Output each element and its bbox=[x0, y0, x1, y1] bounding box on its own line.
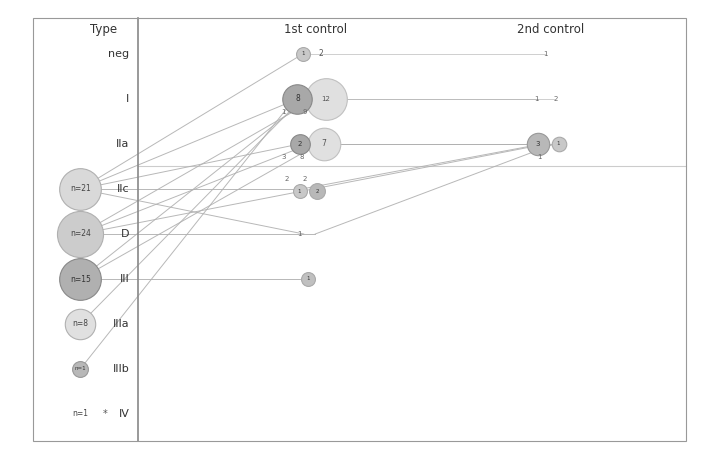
Text: n=1: n=1 bbox=[74, 366, 86, 372]
Text: 2nd control: 2nd control bbox=[517, 23, 584, 36]
Text: n=1: n=1 bbox=[72, 410, 89, 418]
Text: 8: 8 bbox=[295, 94, 300, 104]
Point bbox=[553, 140, 564, 148]
Text: n=15: n=15 bbox=[70, 274, 91, 284]
Text: 8: 8 bbox=[299, 153, 304, 160]
Text: 2: 2 bbox=[297, 141, 302, 147]
Text: 1: 1 bbox=[281, 108, 286, 115]
Text: 1: 1 bbox=[557, 141, 560, 147]
Text: 1: 1 bbox=[298, 189, 301, 194]
Text: neg: neg bbox=[109, 49, 129, 59]
Text: 3: 3 bbox=[536, 141, 540, 147]
Text: 2: 2 bbox=[553, 96, 558, 102]
Text: IIa: IIa bbox=[116, 139, 129, 149]
Text: D: D bbox=[121, 229, 129, 239]
Text: 2: 2 bbox=[303, 176, 307, 182]
Text: Type: Type bbox=[90, 23, 117, 36]
Text: IV: IV bbox=[119, 409, 129, 419]
Text: 3: 3 bbox=[281, 153, 286, 160]
Text: 1: 1 bbox=[543, 51, 547, 57]
Text: IIc: IIc bbox=[116, 184, 129, 194]
Point bbox=[302, 275, 313, 283]
Point bbox=[532, 140, 543, 148]
Text: 1: 1 bbox=[306, 276, 310, 282]
Text: I: I bbox=[126, 94, 129, 104]
Point bbox=[74, 230, 86, 238]
Text: III: III bbox=[119, 274, 129, 284]
Point bbox=[74, 320, 86, 328]
Text: IIIb: IIIb bbox=[113, 364, 129, 374]
Point bbox=[294, 188, 306, 195]
Text: 1: 1 bbox=[538, 153, 542, 160]
Point bbox=[297, 50, 308, 58]
Text: 7: 7 bbox=[321, 140, 326, 148]
Text: 1st control: 1st control bbox=[283, 23, 347, 36]
Text: n=8: n=8 bbox=[72, 320, 89, 328]
Text: 2: 2 bbox=[316, 189, 319, 194]
Text: 2: 2 bbox=[318, 50, 323, 58]
Text: 1: 1 bbox=[301, 51, 304, 57]
Point bbox=[292, 95, 303, 103]
Point bbox=[74, 275, 86, 283]
Point bbox=[74, 185, 86, 193]
Text: n=21: n=21 bbox=[70, 184, 91, 194]
Text: *: * bbox=[104, 409, 108, 419]
Text: n=24: n=24 bbox=[70, 230, 91, 238]
Text: 2: 2 bbox=[285, 176, 289, 182]
Text: 12: 12 bbox=[321, 96, 330, 102]
Point bbox=[294, 140, 306, 148]
Text: 1: 1 bbox=[534, 96, 539, 102]
Point bbox=[311, 188, 323, 195]
Point bbox=[318, 140, 329, 148]
Point bbox=[74, 365, 86, 373]
Text: IIIa: IIIa bbox=[113, 319, 129, 329]
Text: 1: 1 bbox=[297, 231, 302, 237]
Point bbox=[320, 95, 331, 103]
Text: 9: 9 bbox=[303, 108, 307, 115]
